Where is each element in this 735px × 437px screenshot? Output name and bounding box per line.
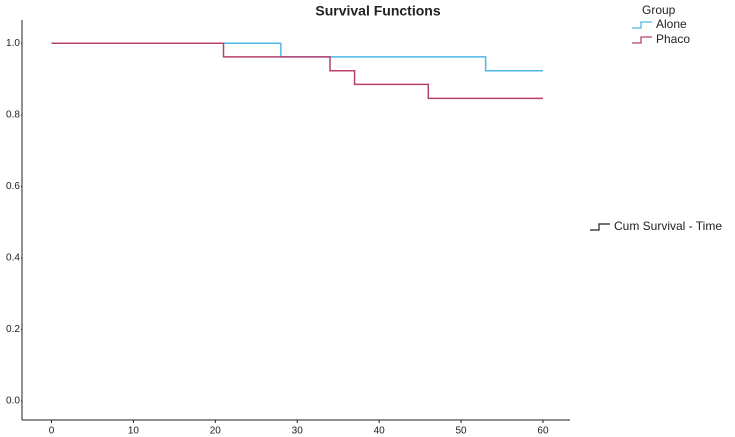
- y-tick-label: 0.0: [6, 396, 20, 407]
- y-tick-label: 0.4: [6, 253, 20, 264]
- y-tick-label: 0.8: [6, 109, 20, 120]
- x-tick-label: 0: [49, 426, 55, 437]
- legend-icon: [590, 223, 610, 231]
- legend-icon: [632, 21, 652, 29]
- legend-label: Phaco: [656, 32, 690, 46]
- x-tick-label: 30: [292, 426, 304, 437]
- y-tick-label: 0.6: [6, 181, 20, 192]
- x-tick-label: 20: [210, 426, 222, 437]
- y-tick-label: 1.0: [6, 38, 20, 49]
- y-tick-label: 0.2: [6, 324, 20, 335]
- x-tick-label: 50: [455, 426, 467, 437]
- x-tick-label: 60: [537, 426, 549, 437]
- x-tick-label: 40: [374, 426, 386, 437]
- x-tick-label: 10: [128, 426, 140, 437]
- survival-line: [51, 42, 543, 72]
- survival-line: [51, 42, 543, 100]
- legend-icon: [632, 36, 652, 44]
- legend-label: Alone: [656, 17, 687, 31]
- legend-title: Group: [642, 3, 676, 17]
- legend-label: Cum Survival - Time: [614, 219, 722, 233]
- chart-title: Survival Functions: [315, 3, 440, 19]
